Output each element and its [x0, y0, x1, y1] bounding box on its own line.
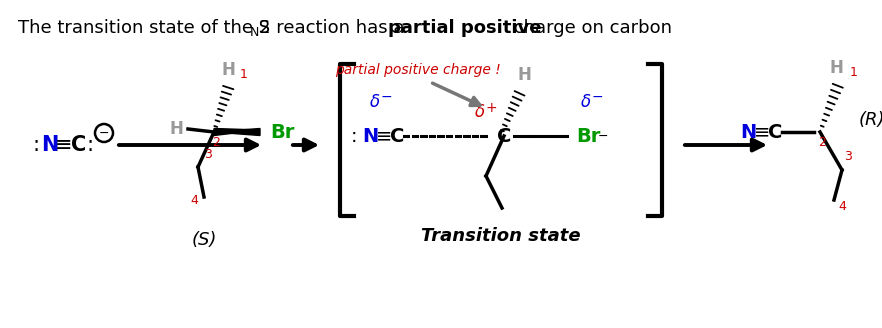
Text: 3: 3: [204, 148, 212, 160]
Text: The transition state of the S: The transition state of the S: [18, 19, 270, 37]
Text: :: :: [33, 135, 40, 155]
Text: charge on carbon: charge on carbon: [508, 19, 672, 37]
Text: C: C: [768, 122, 782, 141]
Text: (R): (R): [859, 111, 882, 129]
Text: δ: δ: [581, 93, 591, 111]
Text: −: −: [380, 90, 392, 104]
Text: N: N: [250, 26, 259, 38]
Text: 1: 1: [240, 68, 248, 80]
Text: −: −: [598, 130, 609, 142]
Text: Br: Br: [576, 127, 600, 146]
Text: N: N: [41, 135, 59, 155]
Text: ≡: ≡: [56, 135, 72, 155]
Text: 4: 4: [838, 199, 846, 213]
Text: H: H: [221, 61, 235, 79]
Text: δ: δ: [370, 93, 380, 111]
Text: H: H: [169, 120, 183, 138]
Text: 2 reaction has a: 2 reaction has a: [259, 19, 410, 37]
Text: (S): (S): [191, 231, 217, 249]
Text: Transition state: Transition state: [422, 227, 581, 245]
Text: :: :: [351, 127, 357, 146]
Text: 1: 1: [850, 66, 858, 78]
Text: C: C: [497, 127, 512, 146]
Text: partial positive: partial positive: [388, 19, 542, 37]
Text: C: C: [71, 135, 86, 155]
Text: ≡: ≡: [376, 127, 392, 146]
Text: δ: δ: [475, 103, 485, 121]
Text: 4: 4: [190, 194, 198, 207]
Text: Br: Br: [270, 122, 295, 141]
Text: −: −: [99, 127, 109, 139]
Polygon shape: [214, 129, 260, 135]
Text: C: C: [390, 127, 404, 146]
Text: 3: 3: [844, 150, 852, 162]
Text: :: :: [86, 135, 93, 155]
Text: ≡: ≡: [754, 122, 770, 141]
Text: H: H: [517, 66, 531, 84]
Text: 2: 2: [212, 135, 220, 149]
Text: N: N: [362, 127, 378, 146]
Text: 2: 2: [818, 135, 826, 149]
Text: partial positive charge !: partial positive charge !: [335, 63, 501, 77]
Text: N: N: [740, 122, 756, 141]
Text: +: +: [485, 101, 497, 115]
Text: H: H: [829, 59, 843, 77]
Text: −: −: [591, 90, 602, 104]
Polygon shape: [213, 129, 260, 135]
